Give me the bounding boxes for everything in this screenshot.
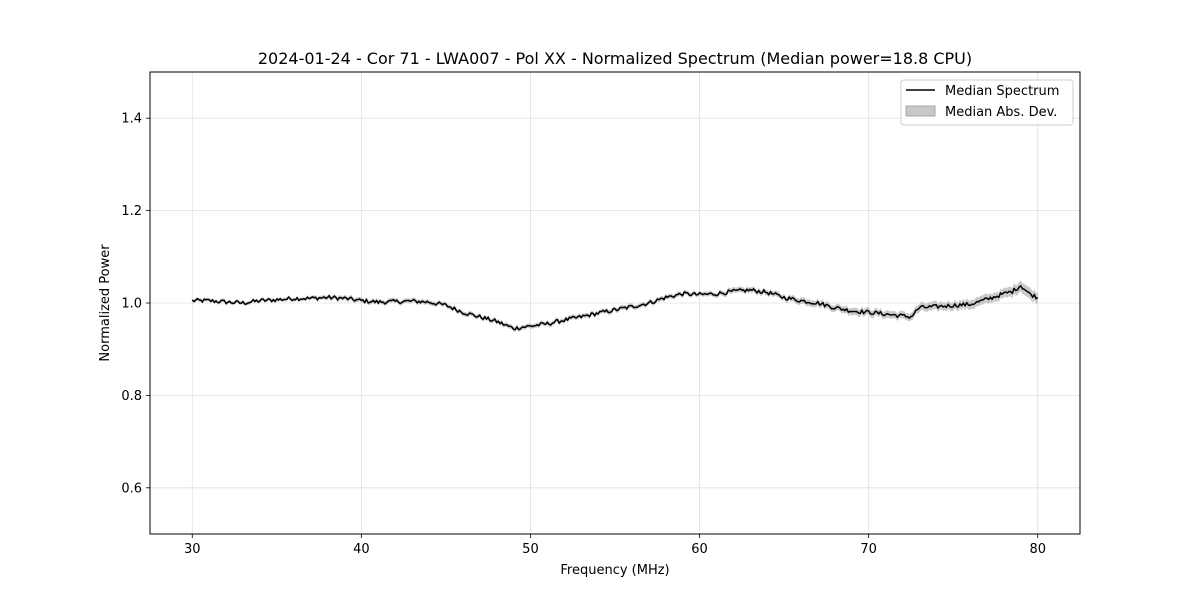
y-axis-label: Normalized Power	[98, 244, 113, 362]
y-axis-ticks: 0.6 0.8 1.0 1.2 1.4	[121, 112, 150, 496]
median-spectrum-line	[191, 285, 1039, 331]
legend-mad-swatch	[905, 105, 936, 117]
x-tick-label: 80	[1029, 542, 1046, 557]
y-tick-label: 0.8	[121, 389, 142, 404]
x-tick-label: 70	[860, 542, 877, 557]
median-line-layer	[191, 285, 1039, 331]
x-axis-ticks: 30 40 50 60 70 80	[184, 534, 1046, 557]
legend-median-label: Median Spectrum	[945, 84, 1059, 99]
y-tick-label: 1.2	[121, 204, 142, 219]
x-tick-label: 40	[353, 542, 370, 557]
x-tick-label: 30	[184, 542, 201, 557]
chart-title: 2024-01-24 - Cor 71 - LWA007 - Pol XX - …	[258, 49, 972, 68]
x-axis-label: Frequency (MHz)	[560, 563, 669, 578]
x-tick-label: 50	[522, 542, 539, 557]
legend-mad-label: Median Abs. Dev.	[945, 105, 1057, 120]
legend-box	[900, 79, 1074, 126]
y-tick-label: 0.6	[121, 481, 142, 496]
y-tick-label: 1.4	[121, 112, 142, 127]
legend: Median Spectrum Median Abs. Dev.	[900, 79, 1074, 126]
y-tick-label: 1.0	[121, 297, 142, 312]
x-tick-label: 60	[691, 542, 708, 557]
